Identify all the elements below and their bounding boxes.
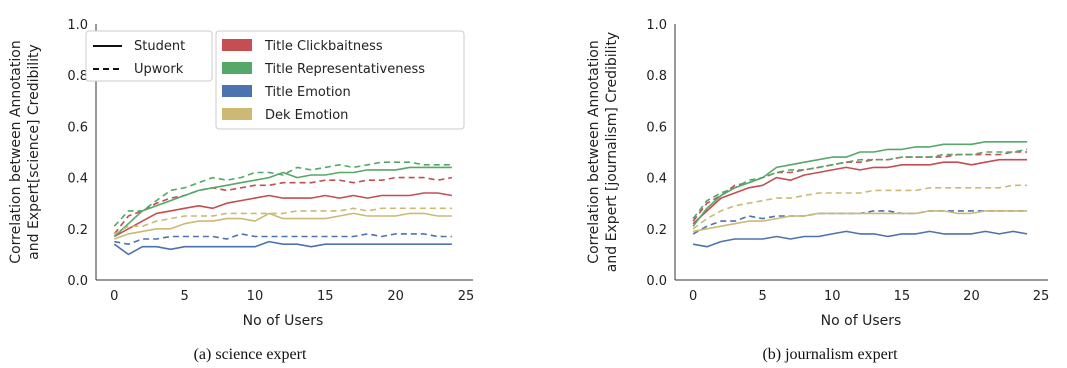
y-tick-label: 0.2 [67,223,88,238]
y-tick-label: 0.6 [67,120,88,135]
series-line-dek-emotion-student [114,212,452,240]
series-line-dek-emotion-upwork [113,207,452,235]
series-lines-science [113,161,453,256]
y-tick-label: 0.8 [67,69,88,84]
legend-swatch-dek-emotion [222,108,252,120]
caption-journalism: (b) journalism expert [762,346,898,363]
series-line-title-clickbaitness-student [113,192,453,238]
x-tick-label: 25 [458,289,475,304]
x-tick-label: 25 [1033,289,1050,304]
series-line-dek-emotion-student [692,210,1028,233]
x-tick-label: 0 [689,289,697,304]
x-axis-label: No of Users [243,313,324,329]
y-tick-label: 0.8 [646,69,667,84]
series-line-title-representativeness-student [692,141,1028,227]
legend-student-label: Student [134,39,185,54]
ylabel-journalism: Correlation between Annotation and Exper… [586,32,620,272]
legend-swatch-title-representativeness [222,62,252,74]
y-axis-label-line2: and Expert [journalism] Credibility [604,32,620,272]
x-tick-label: 5 [180,289,188,304]
y-tick-label: 1.0 [646,18,667,33]
series-line-dek-emotion-upwork [692,184,1028,230]
chart-panel-journalism: 0.0 0.2 0.4 0.6 0.8 1.0 0 5 10 15 20 25 Correlation… [586,18,1049,363]
series-line-title-emotion-student [113,240,452,256]
series-line-title-representativeness-upwork [692,148,1028,220]
legend-upwork-label: Upwork [134,62,184,77]
x-axis-label: No of Users [821,313,902,329]
x-tick-label: 15 [317,289,334,304]
y-tick-label: 0.4 [67,172,88,187]
series-line-title-clickbaitness-upwork [113,176,453,235]
y-tick-label: 0.0 [67,274,88,289]
legend-series-frame [215,30,465,130]
x-tick-label: 20 [963,289,980,304]
y-tick-label: 0.6 [646,120,667,135]
legend-swatch-title-emotion [222,85,252,97]
grid-and-axes-journalism: 0.0 0.2 0.4 0.6 0.8 1.0 0 5 10 15 20 25 [646,18,1049,304]
x-tick-label: 0 [110,289,118,304]
series-line-title-representativeness-student [113,166,452,238]
legend-title-clickbaitness: Title Clickbaitness [264,39,383,54]
series-line-title-emotion-upwork [114,233,452,245]
legend-dek-emotion: Dek Emotion [265,108,348,123]
grid-and-axes-science: 0.0 0.2 0.4 0.6 0.8 1.0 0 5 10 15 20 25 [67,18,474,304]
x-tick-label: 10 [824,289,841,304]
legend-swatch-title-clickbaitness [222,39,252,51]
series-line-title-clickbaitness-upwork [692,151,1028,222]
series-line-title-clickbaitness-student [692,158,1028,225]
x-tick-label: 15 [894,289,911,304]
ylabel-science: Correlation between Annotation and Exper… [8,40,42,263]
legend-title-representativeness: Title Representativeness [264,62,425,77]
y-axis-label-line1: Correlation between Annotation [586,40,602,263]
series-line-title-emotion-student [692,230,1028,248]
legend-style: Student Upwork [85,30,213,82]
y-tick-label: 0.4 [646,172,667,187]
x-tick-label: 20 [387,289,404,304]
y-tick-label: 1.0 [67,18,88,33]
y-tick-label: 0.2 [646,223,667,238]
legend-title-emotion: Title Emotion [264,85,351,100]
legend-series: Title Clickbaitness Title Representative… [215,30,465,130]
series-lines-journalism [692,141,1028,248]
y-tick-label: 0.0 [646,274,667,289]
caption-science: (a) science expert [194,346,307,363]
y-axis-label-line2: and Expert[science] Credibility [26,44,42,260]
chart-panel-science: 0.0 0.2 0.4 0.6 0.8 1.0 0 5 10 15 20 25 Correlation… [8,18,474,363]
x-tick-label: 5 [759,289,767,304]
y-axis-label-line1: Correlation between Annotation [8,40,24,263]
series-line-title-representativeness-upwork [113,161,452,227]
x-tick-label: 10 [247,289,264,304]
